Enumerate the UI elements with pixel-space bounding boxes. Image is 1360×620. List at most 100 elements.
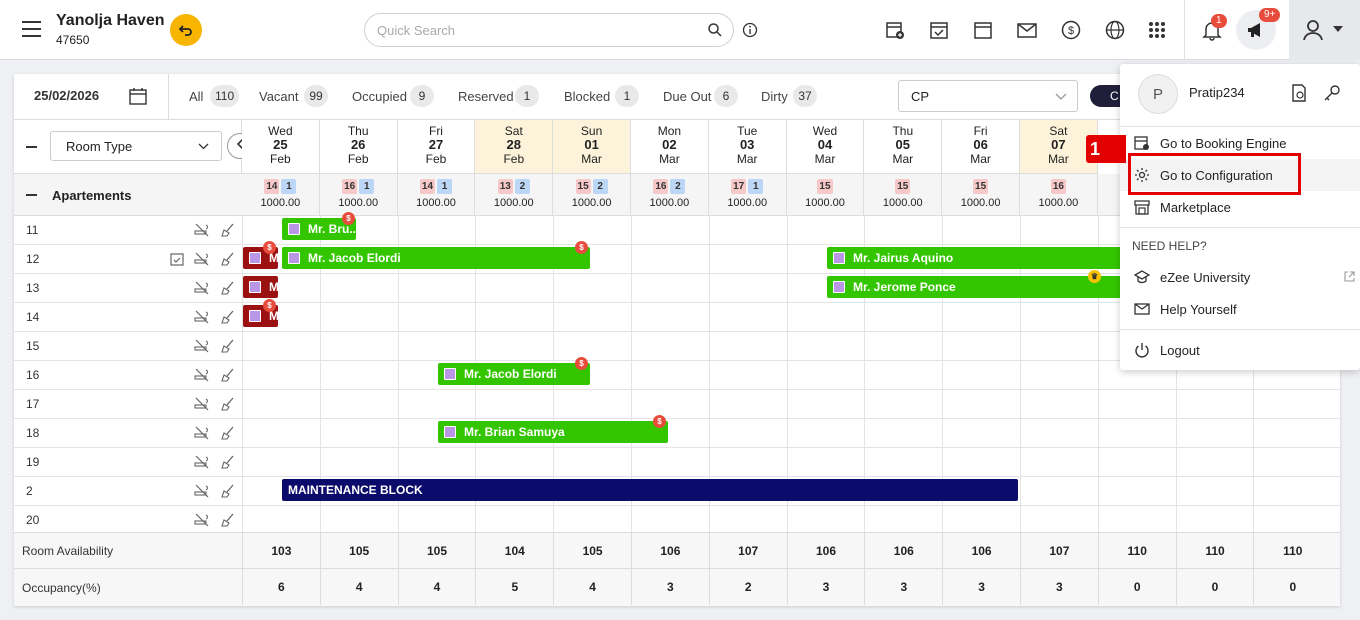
day-rate-cell[interactable]: 16 1 1000.00 xyxy=(320,174,398,216)
housekeeping-broom-icon[interactable] xyxy=(220,484,236,498)
filter-blocked-label[interactable]: Blocked xyxy=(564,89,611,104)
day-rate-cell[interactable]: 14 1 1000.00 xyxy=(242,174,320,216)
key-icon[interactable] xyxy=(1323,84,1341,102)
no-smoking-icon[interactable] xyxy=(194,397,210,411)
room-date-row[interactable] xyxy=(242,216,1340,245)
day-header: Tue 03 Mar xyxy=(708,120,787,174)
menu-item-ezee-university[interactable]: eZee University xyxy=(1120,261,1360,293)
back-button[interactable] xyxy=(170,14,202,46)
no-smoking-icon[interactable] xyxy=(194,223,210,237)
document-lock-icon[interactable] xyxy=(1290,84,1308,102)
filter-dueout-label[interactable]: Due Out xyxy=(663,89,712,104)
divider xyxy=(1120,329,1360,330)
globe-icon[interactable] xyxy=(1104,19,1126,41)
day-of-week: Mon xyxy=(657,124,682,138)
housekeeping-broom-icon[interactable] xyxy=(220,455,236,469)
day-rate-cell[interactable]: 15 2 1000.00 xyxy=(553,174,631,216)
no-smoking-icon[interactable] xyxy=(194,281,210,295)
user-menu-button[interactable] xyxy=(1289,0,1360,60)
day-rate-cell[interactable]: 15 1000.00 xyxy=(787,174,865,216)
room-date-row[interactable] xyxy=(242,303,1340,332)
room-date-row[interactable] xyxy=(242,332,1340,361)
room-number: 16 xyxy=(26,368,40,382)
apps-grid-icon[interactable] xyxy=(1146,19,1168,41)
no-smoking-icon[interactable] xyxy=(194,455,210,469)
search-icon[interactable] xyxy=(707,22,723,38)
no-smoking-icon[interactable] xyxy=(194,252,210,266)
booking-bar[interactable]: Mr. Brian Samuya xyxy=(438,421,668,443)
room-date-row[interactable] xyxy=(242,390,1340,419)
no-smoking-icon[interactable] xyxy=(194,368,210,382)
rate-price: 1000.00 xyxy=(727,197,768,209)
housekeeping-broom-icon[interactable] xyxy=(220,339,236,353)
collapse-all-icon[interactable] xyxy=(26,146,37,148)
search-input[interactable]: Quick Search xyxy=(364,13,734,47)
info-icon[interactable] xyxy=(742,22,758,38)
no-smoking-icon[interactable] xyxy=(194,310,210,324)
booking-icon xyxy=(249,310,261,322)
section-label: Apartements xyxy=(52,188,132,203)
housekeeping-broom-icon[interactable] xyxy=(220,252,236,266)
day-rate-cell[interactable]: 16 1000.00 xyxy=(1020,174,1098,216)
booking-bar[interactable]: Mr. Jacob Elordi xyxy=(438,363,590,385)
menu-item-configuration[interactable]: Go to Configuration xyxy=(1120,159,1360,191)
menu-item-marketplace[interactable]: Marketplace xyxy=(1120,191,1360,223)
menu-item-booking-engine[interactable]: Go to Booking Engine xyxy=(1120,127,1360,159)
room-date-row[interactable] xyxy=(242,361,1340,390)
housekeeping-broom-icon[interactable] xyxy=(220,368,236,382)
room-number: 18 xyxy=(26,426,40,440)
dollar-icon[interactable]: $ xyxy=(1060,19,1082,41)
add-reservation-icon[interactable] xyxy=(884,19,906,41)
calendar-check-icon[interactable] xyxy=(928,19,950,41)
booking-bar[interactable]: Mr. Jerome Ponce xyxy=(827,276,1127,298)
day-rate-cell[interactable]: 15 1000.00 xyxy=(864,174,943,216)
occupancy-label: Occupancy(%) xyxy=(22,581,101,595)
filter-occupied-label[interactable]: Occupied xyxy=(352,89,407,104)
day-rate-cell[interactable]: 16 2 1000.00 xyxy=(631,174,709,216)
guest-name: Mr. Jacob Elordi xyxy=(464,367,557,381)
maintenance-block[interactable]: MAINTENANCE BLOCK xyxy=(282,479,1018,501)
housekeeping-broom-icon[interactable] xyxy=(220,397,236,411)
room-date-row[interactable] xyxy=(242,477,1340,506)
room-date-row[interactable] xyxy=(242,419,1340,448)
menu-icon[interactable] xyxy=(22,21,41,37)
rate-plan-select[interactable]: CP xyxy=(898,80,1078,112)
housekeeping-broom-icon[interactable] xyxy=(220,513,236,527)
mail-icon[interactable] xyxy=(1016,19,1038,41)
room-date-row[interactable] xyxy=(242,274,1340,303)
room-date-row[interactable] xyxy=(242,245,1340,274)
menu-item-help-yourself[interactable]: Help Yourself xyxy=(1120,293,1360,325)
calendar-picker-icon[interactable] xyxy=(129,87,147,105)
day-rate-cell[interactable]: 13 2 1000.00 xyxy=(475,174,554,216)
no-smoking-icon[interactable] xyxy=(194,339,210,353)
calendar-icon[interactable] xyxy=(972,19,994,41)
selected-date[interactable]: 25/02/2026 xyxy=(34,88,100,103)
booking-bar[interactable]: Mr. Jairus Aquino xyxy=(827,247,1127,269)
housekeeping-broom-icon[interactable] xyxy=(220,426,236,440)
housekeeping-broom-icon[interactable] xyxy=(220,281,236,295)
room-type-select[interactable]: Room Type xyxy=(50,131,222,161)
room-date-row[interactable] xyxy=(242,448,1340,477)
room-number: 12 xyxy=(26,252,40,266)
day-rate-cell[interactable]: 17 1 1000.00 xyxy=(709,174,787,216)
checklist-icon[interactable] xyxy=(170,252,184,266)
booking-bar[interactable]: Mr. Bru... xyxy=(282,218,359,240)
housekeeping-broom-icon[interactable] xyxy=(220,223,236,237)
booking-bar[interactable]: Mr. Jacob Elordi xyxy=(282,247,590,269)
day-rate-cell[interactable]: 15 1000.00 xyxy=(942,174,1020,216)
housekeeping-broom-icon[interactable] xyxy=(220,310,236,324)
filter-dirty-label[interactable]: Dirty xyxy=(761,89,788,104)
grid-line xyxy=(1097,216,1099,532)
collapse-section-icon[interactable] xyxy=(26,194,37,196)
no-smoking-icon[interactable] xyxy=(194,484,210,498)
filter-all-label[interactable]: All xyxy=(189,89,204,104)
menu-item-label: Help Yourself xyxy=(1160,302,1237,317)
filter-reserved-label[interactable]: Reserved xyxy=(458,89,514,104)
no-smoking-icon[interactable] xyxy=(194,426,210,440)
booking-bar[interactable]: M xyxy=(243,276,279,298)
day-rate-cell[interactable]: 14 1 1000.00 xyxy=(398,174,476,216)
occupancy-value: 0 xyxy=(1175,569,1254,605)
menu-item-logout[interactable]: Logout xyxy=(1120,334,1360,366)
filter-vacant-label[interactable]: Vacant xyxy=(259,89,299,104)
no-smoking-icon[interactable] xyxy=(194,513,210,527)
